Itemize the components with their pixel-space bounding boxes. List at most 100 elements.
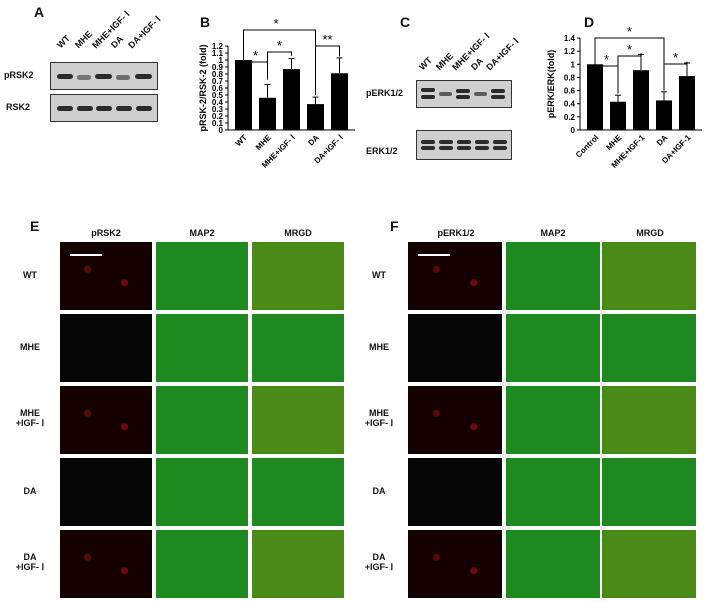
y-tick-label: 0.1: [212, 119, 224, 128]
ihc-col-label: MRGD: [636, 228, 664, 238]
red-channel-image: [60, 530, 152, 598]
blot-row-label: pRSK2: [4, 70, 34, 80]
map2-image: [156, 242, 248, 310]
red-channel-image: [60, 314, 152, 382]
sig-bracket: [315, 45, 340, 95]
map2-image: [506, 530, 600, 598]
map2-image: [156, 386, 248, 454]
map2-image: [156, 314, 248, 382]
ihc-col-label: pRSK2: [91, 228, 121, 238]
red-channel-image: [408, 242, 502, 310]
blot-rsk2: [50, 94, 158, 122]
sig-bracket: [617, 53, 642, 94]
x-tick-label: DA: [655, 133, 670, 148]
red-channel-image: [60, 386, 152, 454]
red-channel-image: [60, 458, 152, 526]
blot-row-label: ERK1/2: [366, 146, 398, 156]
y-tick-label: 1.2: [564, 47, 576, 56]
merged-image: [602, 458, 696, 526]
merged-image: [252, 314, 344, 382]
scale-bar: [418, 254, 450, 256]
sig-marker: *: [273, 16, 278, 31]
lane-label: DA+IGF- Ⅰ: [484, 35, 521, 73]
ihc-row-label: DA +IGF- Ⅰ: [15, 552, 45, 572]
y-tick-label: 0: [571, 126, 576, 135]
bar: [331, 73, 348, 130]
map2-image: [156, 458, 248, 526]
ihc-row-label: DA +IGF- Ⅰ: [364, 552, 394, 572]
y-tick-label: 0.5: [212, 91, 224, 100]
lane-label: MHE: [72, 28, 95, 50]
blot-row-label: RSK2: [6, 102, 31, 112]
panel-label-e: E: [30, 218, 40, 234]
x-tick-label: MHE: [254, 133, 273, 152]
bar: [610, 101, 626, 130]
ihc-row-label: WT: [23, 270, 37, 280]
ihc-row-label: WT: [372, 270, 386, 280]
y-tick-label: 0.6: [212, 84, 224, 93]
map2-image: [506, 458, 600, 526]
ihc-row-label: DA: [23, 486, 37, 496]
bar: [633, 70, 649, 130]
red-channel-image: [408, 386, 502, 454]
bar: [656, 100, 672, 130]
merged-image: [602, 242, 696, 310]
merged-image: [602, 386, 696, 454]
chart-b: 00.10.20.30.40.50.60.70.80.911.11.2 pRSK-…: [198, 16, 355, 170]
x-tick-label: Control: [574, 133, 600, 159]
ihc-col-label: pERK1/2: [437, 228, 475, 238]
x-tick-label: MHE: [604, 133, 623, 152]
blot-perk: [416, 80, 512, 108]
y-tick-label: 0.8: [564, 73, 576, 82]
x-tick-label: DA: [306, 133, 321, 148]
y-tick-label: 0.3: [212, 105, 224, 114]
y-tick-label: 0.8: [212, 70, 224, 79]
sig-marker: **: [322, 32, 332, 47]
ihc-row-label: MHE: [369, 342, 389, 352]
y-tick-label: 1: [219, 56, 224, 65]
blot-row-label: pERK1/2: [366, 88, 404, 98]
merged-image: [252, 386, 344, 454]
blot-erk: [416, 130, 512, 160]
map2-image: [506, 242, 600, 310]
y-tick-label: 0.2: [564, 113, 576, 122]
sig-marker: *: [627, 24, 632, 39]
bar: [235, 60, 252, 130]
panel-label-c: C: [400, 14, 411, 30]
bar: [259, 97, 276, 130]
panel-label-b: B: [200, 14, 211, 30]
blot-prsk2: [50, 62, 158, 90]
red-channel-image: [60, 242, 152, 310]
ihc-row-label: MHE: [20, 342, 40, 352]
merged-image: [252, 530, 344, 598]
ihc-row-label: MHE +IGF- Ⅰ: [15, 408, 45, 428]
red-channel-image: [408, 458, 502, 526]
merged-image: [602, 530, 696, 598]
merged-image: [602, 314, 696, 382]
bar: [307, 104, 324, 130]
y-tick-label: 0.7: [212, 77, 224, 86]
ihc-col-label: MAP2: [540, 228, 566, 238]
panel-label-d: D: [584, 14, 595, 30]
y-tick-label: 1.2: [212, 42, 224, 51]
panel-label-f: F: [390, 218, 399, 234]
merged-image: [252, 242, 344, 310]
y-tick-label: 0.4: [212, 98, 224, 107]
bar: [587, 64, 603, 130]
ihc-row-label: DA: [372, 486, 386, 496]
red-channel-image: [408, 530, 502, 598]
bar: [679, 76, 695, 130]
y-axis-label: pERK/ERK(fold): [546, 50, 556, 119]
ihc-col-label: MAP2: [189, 228, 215, 238]
sig-marker: *: [253, 48, 258, 63]
lane-label: WT: [416, 55, 434, 72]
ihc-row-label: MHE +IGF- Ⅰ: [364, 408, 394, 428]
x-tick-label: WT: [234, 133, 249, 148]
sig-marker: *: [627, 42, 632, 57]
sig-marker: *: [277, 38, 282, 53]
scale-bar: [70, 254, 102, 256]
y-tick-label: 0: [219, 126, 224, 135]
sig-bracket: [267, 51, 292, 80]
ihc-col-label: MRGD: [284, 228, 312, 238]
chart-d: 0 0.2 0.4 0.6 0.8 1 1.2 1.4 pERK/ERK(fold) Contro…: [546, 24, 702, 170]
